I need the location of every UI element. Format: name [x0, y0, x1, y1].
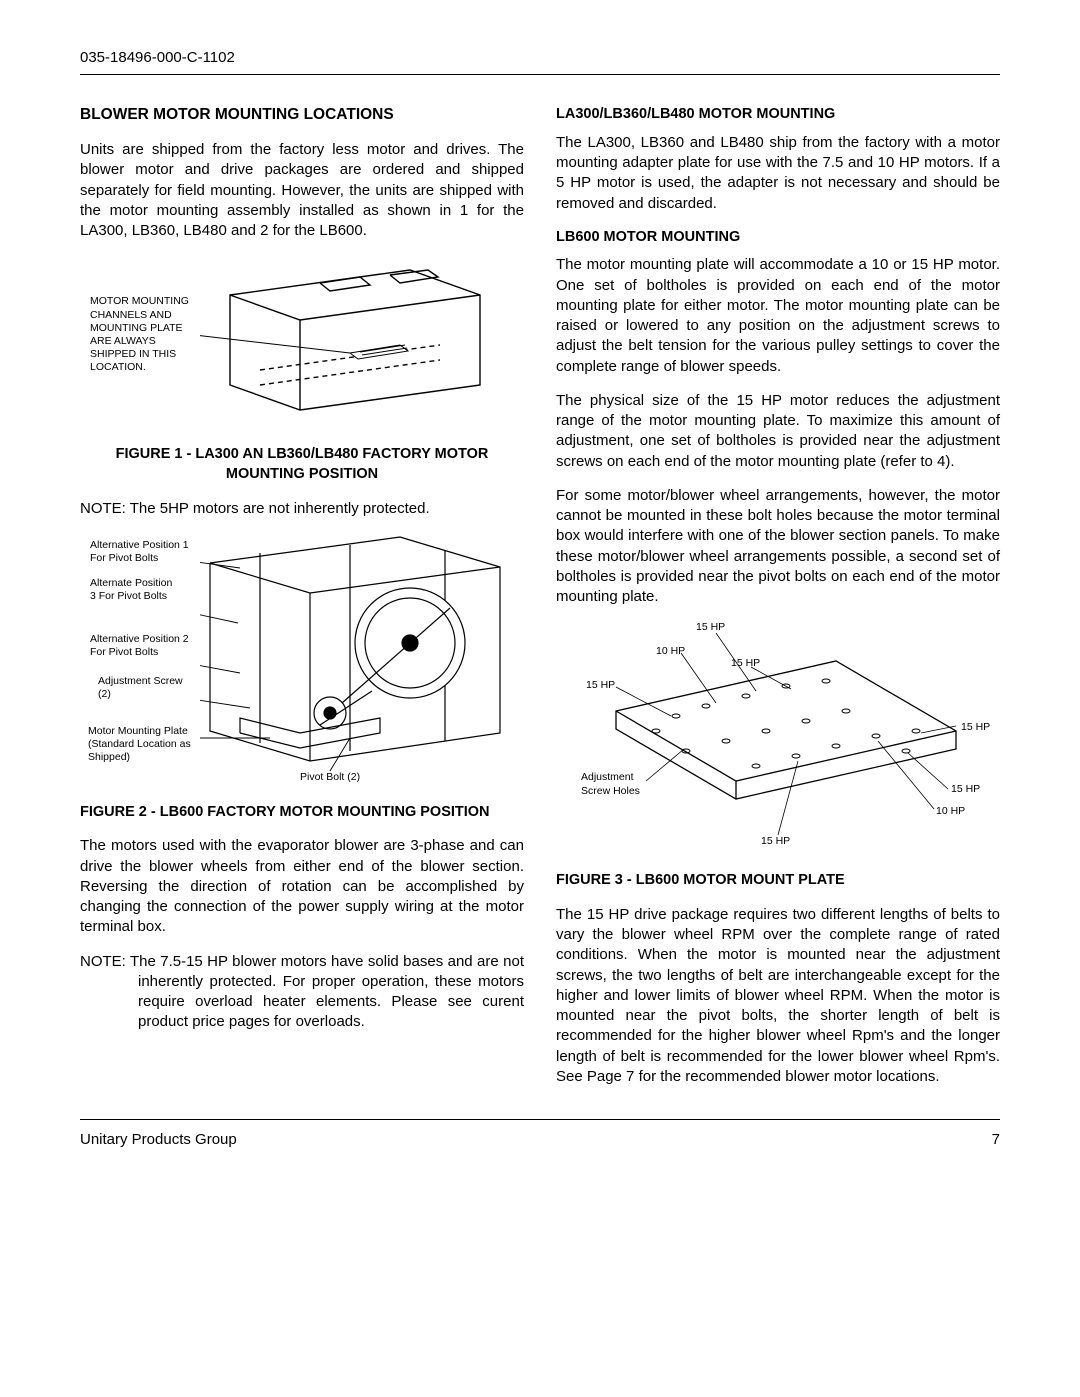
figure-1: MOTOR MOUNTING CHANNELS AND MOUNTING PLA…	[80, 255, 524, 435]
footer-page: 7	[992, 1130, 1000, 1150]
figure-2-diagram	[200, 533, 520, 783]
right-column: LA300/LB360/LB480 MOTOR MOUNTING The LA3…	[556, 99, 1000, 1101]
belts-paragraph: The 15 HP drive package requires two dif…	[556, 905, 1000, 1087]
fig2-label-adj: Adjustment Screw (2)	[98, 675, 188, 701]
footer-group: Unitary Products Group	[80, 1130, 237, 1150]
footer-rule	[80, 1119, 1000, 1120]
motors-paragraph: The motors used with the evaporator blow…	[80, 836, 524, 937]
two-column-layout: BLOWER MOTOR MOUNTING LOCATIONS Units ar…	[80, 99, 1000, 1101]
fig2-label-alt2: Alternative Position 2 For Pivot Bolts	[90, 633, 200, 659]
header-rule	[80, 74, 1000, 75]
fig2-label-plate: Motor Mounting Plate (Standard Location …	[88, 725, 218, 764]
heading-la300: LA300/LB360/LB480 MOTOR MOUNTING	[556, 105, 1000, 125]
la300-paragraph: The LA300, LB360 and LB480 ship from the…	[556, 133, 1000, 214]
fig2-label-alt1: Alternative Position 1 For Pivot Bolts	[90, 539, 200, 565]
lb600-paragraph-a: The motor mounting plate will accommodat…	[556, 255, 1000, 377]
figure-1-caption: FIGURE 1 - LA300 AN LB360/LB480 FACTORY …	[80, 445, 524, 484]
lb600-paragraph-c: For some motor/blower wheel arrangements…	[556, 486, 1000, 608]
heading-lb600: LB600 MOTOR MOUNTING	[556, 228, 1000, 248]
page-footer: Unitary Products Group 7	[80, 1130, 1000, 1150]
figure-3-caption: FIGURE 3 - LB600 MOTOR MOUNT PLATE	[556, 871, 1000, 891]
figure-3: 15 HP 10 HP 15 HP 15 HP 15 HP 15 HP 10 H…	[556, 621, 1000, 861]
figure-2-caption: FIGURE 2 - LB600 FACTORY MOTOR MOUNTING …	[80, 803, 524, 823]
note-5hp: NOTE: The 5HP motors are not inherently …	[80, 499, 524, 519]
lb600-paragraph-b: The physical size of the 15 HP motor red…	[556, 391, 1000, 472]
intro-paragraph: Units are shipped from the factory less …	[80, 140, 524, 241]
doc-number: 035-18496-000-C-1102	[80, 48, 1000, 68]
figure-1-diagram	[200, 255, 500, 425]
heading-blower-locations: BLOWER MOTOR MOUNTING LOCATIONS	[80, 105, 524, 126]
figure-1-callout: MOTOR MOUNTING CHANNELS AND MOUNTING PLA…	[90, 295, 200, 374]
fig2-label-alt3: Alternate Position 3 For Pivot Bolts	[90, 577, 180, 603]
figure-3-diagram	[556, 621, 986, 851]
note-7-15hp: NOTE: The 7.5-15 HP blower motors have s…	[80, 952, 524, 1033]
left-column: BLOWER MOTOR MOUNTING LOCATIONS Units ar…	[80, 99, 524, 1101]
figure-2: Alternative Position 1 For Pivot Bolts A…	[80, 533, 524, 793]
